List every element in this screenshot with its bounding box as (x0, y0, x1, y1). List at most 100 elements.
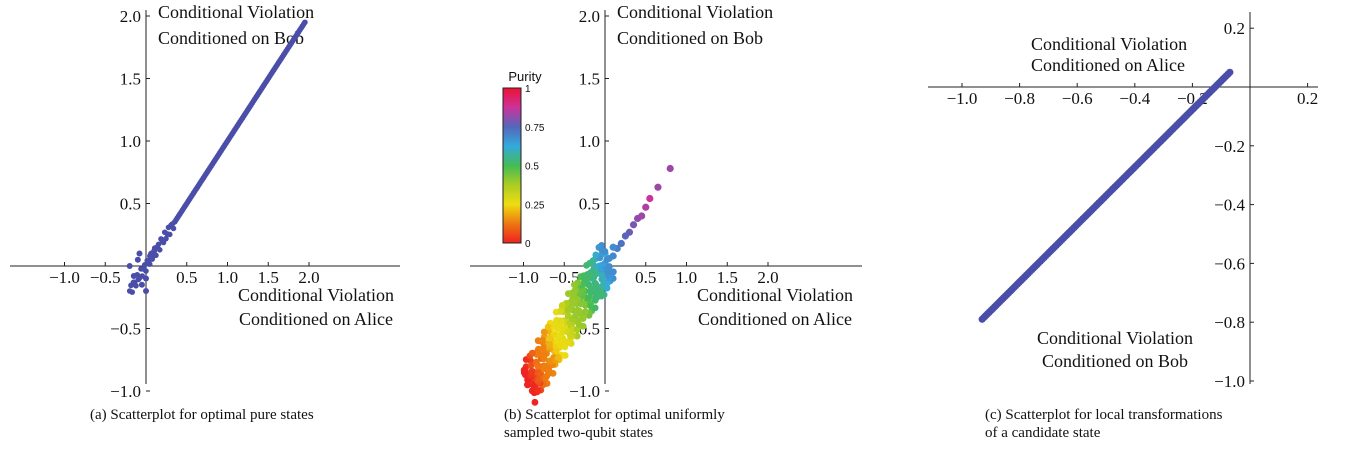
y-tick-label: −1.0 (110, 382, 141, 401)
caption-c: (c) Scatterplot for local transformation… (985, 406, 1222, 442)
data-point (540, 355, 548, 363)
data-point (534, 363, 542, 370)
data-point (609, 252, 617, 260)
data-point (579, 313, 587, 321)
data-point (520, 366, 528, 374)
y-tick-label: −1.0 (1214, 372, 1245, 391)
colorbar-tick-label: 0.25 (525, 200, 545, 211)
data-point (603, 279, 611, 287)
data-point (586, 269, 594, 277)
x-tick-label: 1.0 (676, 268, 697, 287)
data-point (546, 341, 553, 348)
y-tick-label: 1.0 (579, 132, 600, 151)
x-tick-label: 0.5 (635, 268, 656, 287)
data-point (564, 306, 572, 314)
data-point (589, 257, 597, 265)
data-point (528, 349, 536, 357)
x-tick-label: 2.0 (298, 268, 319, 287)
data-point (528, 387, 536, 395)
data-point (126, 263, 133, 269)
y-tick-label: −0.4 (1214, 196, 1245, 215)
data-point (577, 300, 585, 308)
data-point (147, 253, 154, 259)
colorbar (502, 87, 522, 244)
data-point (603, 256, 611, 263)
x-tick-label: −0.8 (1004, 89, 1035, 108)
data-point (535, 375, 543, 383)
chart-panel-2: −1.0−0.50.51.01.52.0−1.0−0.50.51.01.52.0… (470, 2, 862, 406)
data-point (592, 269, 599, 277)
data-point (609, 243, 617, 251)
y-tick-label: −0.5 (110, 320, 141, 339)
x-tick-label: −0.5 (549, 268, 580, 287)
y-axis-label-line1: Conditional Violation (158, 2, 314, 22)
y-tick-label: 1.5 (579, 70, 600, 89)
data-point (166, 231, 173, 238)
data-point (136, 250, 143, 257)
data-point (144, 260, 151, 267)
data-point (617, 239, 625, 248)
data-point (570, 292, 577, 300)
data-point (170, 225, 177, 232)
colorbar-title: Purity (508, 69, 542, 84)
data-point (566, 332, 574, 340)
y-tick-label: −0.2 (1214, 137, 1245, 156)
data-point (539, 344, 547, 352)
data-point (542, 374, 550, 381)
x-axis-label-line1: Conditional Violation (697, 285, 853, 305)
x-axis-label-line2: Conditioned on Alice (239, 309, 393, 329)
data-point (666, 164, 674, 173)
y-axis-label-line1: Conditional Violation (617, 2, 773, 22)
data-point (540, 328, 548, 336)
data-point (554, 354, 562, 361)
data-point (573, 326, 581, 334)
data-point (638, 212, 646, 220)
colorbar-tick-label: 0.75 (525, 123, 545, 134)
caption-a: (a) Scatterplot for optimal pure states (90, 406, 314, 424)
data-point (531, 398, 539, 406)
data-point (557, 318, 565, 326)
data-point (534, 387, 542, 394)
x-axis-label-line1: Conditional Violation (1031, 34, 1187, 54)
data-point (583, 261, 590, 269)
data-point (575, 308, 583, 316)
y-tick-label: −1.0 (569, 382, 600, 401)
data-point (582, 308, 589, 316)
data-point (646, 194, 654, 203)
data-point (143, 288, 149, 294)
y-tick-label: 0.2 (1224, 19, 1245, 38)
y-tick-label: 1.5 (120, 70, 141, 89)
data-point (598, 275, 606, 283)
data-point (133, 282, 139, 289)
data-point (592, 251, 600, 259)
data-point (609, 268, 617, 276)
x-tick-label: 1.5 (717, 268, 738, 287)
chart-panel-3: −1.0 −0.8 −0.6 −0.4 −0.2 0.2−1.0−0.8−0.6−0.4−… (928, 12, 1318, 391)
chart-panel-1: −1.0 −0.5 0.5 1.0 1.5 2.0 −1.0 −0.5 0.5 1.0 1.5 2.0… (10, 2, 400, 401)
x-axis-label-line2: Conditioned on Alice (1031, 55, 1185, 75)
colorbar-tick-label: 1 (525, 84, 531, 95)
x-tick-label: 1.5 (258, 268, 279, 287)
x-axis-label-line1: Conditional Violation (238, 285, 394, 305)
y-axis-label-line2: Conditioned on Bob (617, 28, 763, 48)
data-point (138, 281, 145, 288)
caption-c-line2: of a candidate state (985, 425, 1101, 441)
y-axis-label-line1: Conditional Violation (1037, 328, 1193, 348)
data-point (625, 228, 634, 236)
data-point (559, 328, 566, 336)
data-point (552, 347, 560, 355)
data-point (629, 221, 638, 229)
y-tick-label: 2.0 (120, 7, 141, 26)
data-point (129, 289, 136, 295)
caption-b: (b) Scatterplot for optimal uniformly sa… (504, 406, 725, 442)
x-tick-label: 1.0 (217, 268, 238, 287)
data-point (143, 275, 149, 282)
x-tick-label: 2.0 (757, 268, 778, 287)
data-point (156, 247, 163, 253)
data-point (598, 265, 606, 273)
data-point (564, 290, 572, 298)
data-point (143, 268, 149, 274)
data-point (134, 256, 141, 263)
data-point (551, 321, 559, 329)
